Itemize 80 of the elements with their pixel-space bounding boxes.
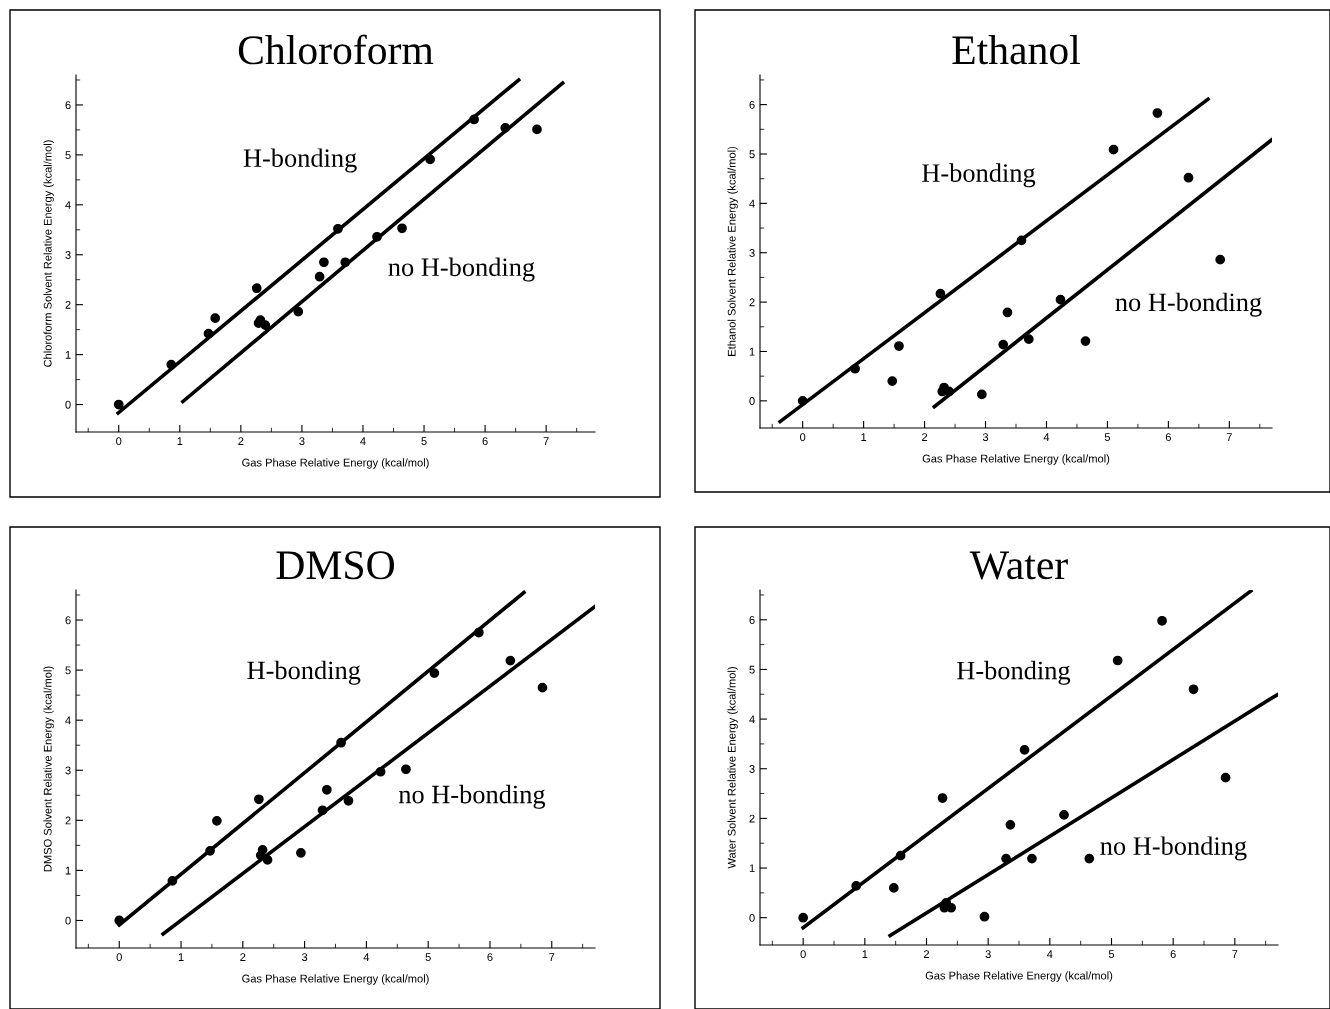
annotation: H-bonding: [922, 163, 1036, 188]
x-tick-label: 1: [861, 433, 867, 441]
chart-title: Ethanol: [952, 34, 1080, 65]
x-tick-label: 4: [363, 953, 370, 961]
x-tick-label: 7: [1226, 433, 1232, 441]
x-tick-label: 3: [985, 950, 991, 959]
x-tick-label: 3: [301, 953, 308, 962]
y-tick-label: 4: [65, 716, 71, 725]
annotation: no H-bonding: [1100, 836, 1247, 861]
y-tick-label: 4: [749, 715, 755, 724]
x-axis-title: Gas Phase Relative Energy (kcal/mol): [242, 974, 429, 985]
y-tick-label: 6: [65, 616, 71, 625]
y-tick-label: 0: [749, 397, 755, 405]
y-tick-label: 3: [65, 766, 71, 775]
x-axis-title: Gas Phase Relative Energy (kcal/mol): [925, 971, 1113, 982]
y-tick-label: 6: [65, 101, 71, 110]
y-tick-label: 3: [749, 249, 755, 257]
x-tick-label: 6: [1165, 433, 1171, 442]
y-tick-label: 1: [749, 864, 755, 873]
annotation: no H-bonding: [398, 784, 546, 809]
x-tick-label: 4: [360, 437, 366, 445]
y-tick-label: 6: [749, 100, 755, 109]
x-tick-label: 3: [299, 437, 305, 446]
y-tick-label: 6: [749, 616, 755, 624]
x-tick-label: 1: [178, 953, 184, 961]
y-tick-label: 5: [65, 151, 71, 160]
y-axis-title: Ethanol Solvent Relative Energy (kcal/mol): [727, 146, 738, 356]
x-tick-label: 7: [543, 437, 549, 445]
x-tick-label: 7: [549, 953, 555, 961]
x-tick-label: 6: [1170, 950, 1176, 959]
x-tick-label: 5: [1108, 950, 1115, 959]
x-tick-label: 7: [1232, 950, 1238, 958]
x-tick-label: 0: [800, 433, 806, 442]
y-tick-label: 3: [65, 251, 71, 259]
x-tick-label: 6: [487, 953, 493, 962]
annotation: no H-bonding: [1115, 292, 1262, 317]
x-tick-label: 2: [922, 433, 928, 441]
y-tick-label: 4: [65, 201, 71, 209]
y-tick-label: 5: [749, 150, 755, 159]
y-tick-label: 2: [749, 814, 755, 823]
y-tick-label: 3: [749, 765, 755, 773]
x-tick-label: 1: [862, 950, 868, 958]
y-axis-title: DMSO Solvent Relative Energy (kcal/mol): [43, 666, 54, 872]
x-tick-label: 0: [800, 950, 806, 959]
y-tick-label: 1: [749, 347, 755, 356]
x-axis-title: Gas Phase Relative Energy (kcal/mol): [922, 454, 1110, 465]
y-tick-label: 0: [65, 400, 71, 409]
y-tick-label: 5: [65, 666, 71, 675]
y-axis-title: Chloroform Solvent Relative Energy (kcal/mol): [43, 140, 54, 367]
annotation: H-bonding: [247, 660, 361, 685]
y-axis-title: Water Solvent Relative Energy (kcal/mol): [727, 667, 738, 869]
x-tick-label: 2: [238, 437, 244, 445]
x-tick-label: 1: [177, 437, 183, 445]
x-tick-label: 0: [116, 437, 122, 446]
y-tick-label: 5: [749, 665, 755, 674]
y-tick-label: 2: [65, 300, 71, 309]
x-tick-label: 6: [482, 437, 488, 446]
y-tick-label: 2: [749, 298, 755, 307]
annotation: no H-bonding: [388, 257, 535, 282]
annotation: H-bonding: [957, 660, 1071, 685]
x-tick-label: 5: [421, 437, 427, 446]
chart-title: Chloroform: [238, 34, 434, 65]
x-tick-label: 5: [425, 953, 431, 962]
y-tick-label: 2: [65, 816, 71, 825]
y-tick-label: 1: [65, 866, 71, 875]
x-tick-label: 0: [116, 953, 122, 962]
annotation: H-bonding: [243, 148, 357, 173]
x-tick-label: 2: [240, 953, 246, 961]
y-tick-label: 1: [65, 350, 71, 359]
x-tick-label: 4: [1043, 433, 1050, 441]
x-tick-label: 5: [1104, 433, 1111, 442]
y-tick-label: 0: [65, 916, 71, 925]
x-tick-label: 4: [1047, 950, 1053, 958]
x-tick-label: 2: [923, 950, 930, 958]
chart-title: Water: [969, 551, 1068, 580]
chart-title: DMSO: [276, 551, 394, 580]
y-tick-label: 4: [749, 199, 755, 208]
x-tick-label: 3: [982, 433, 989, 442]
x-axis-title: Gas Phase Relative Energy (kcal/mol): [242, 458, 429, 469]
y-tick-label: 0: [749, 913, 755, 922]
